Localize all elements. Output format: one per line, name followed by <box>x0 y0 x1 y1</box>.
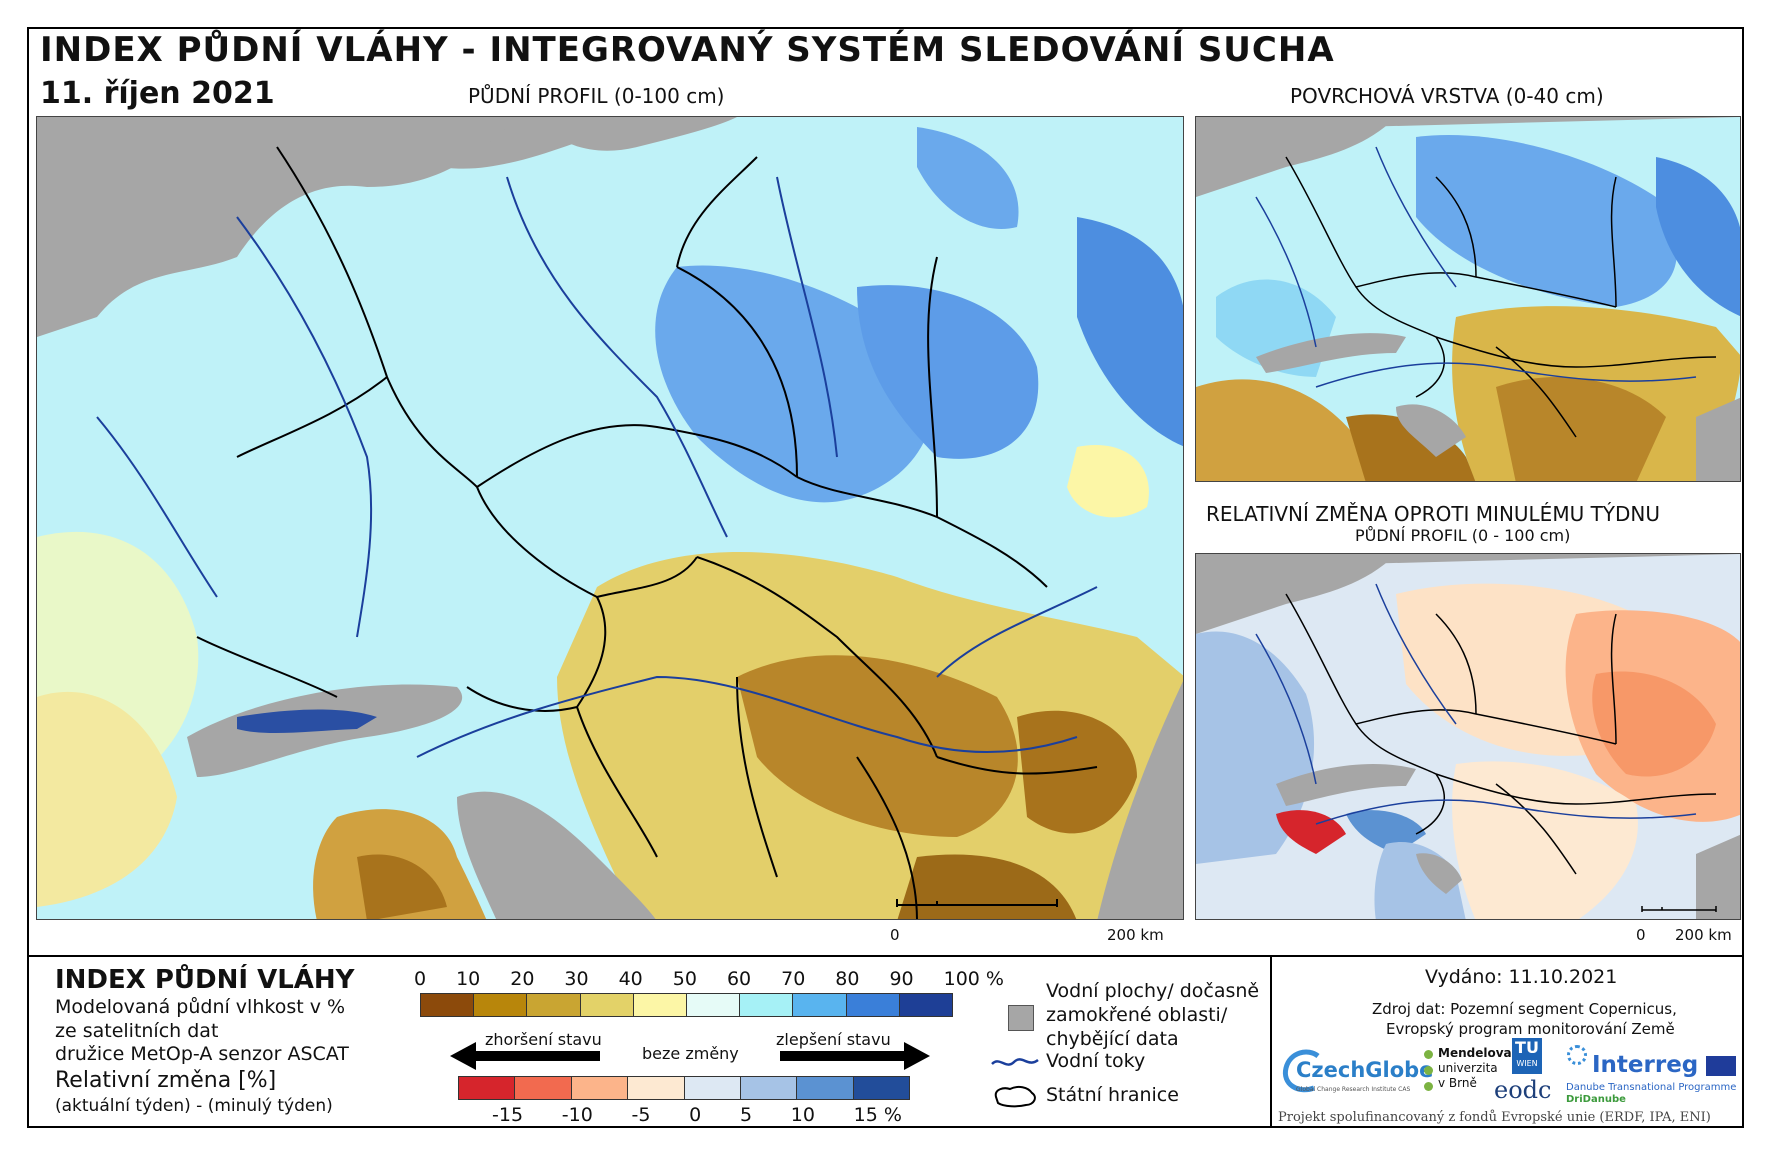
tu-wien-logo: TU WIEN <box>1512 1038 1542 1074</box>
change-tick: 15 % <box>853 1104 902 1126</box>
info-separator <box>1270 955 1272 1128</box>
index-tick: 80 <box>835 968 860 990</box>
mendelu-dot-icon <box>1424 1082 1433 1091</box>
scale-zero-small: 0 <box>1636 926 1646 944</box>
index-color-swatch <box>740 994 794 1016</box>
change-color-swatch <box>797 1077 854 1099</box>
change-color-swatch <box>740 1077 798 1099</box>
change-tick: -15 <box>492 1104 524 1126</box>
legend-index-desc-2: ze satelitních dat <box>55 1020 219 1042</box>
legend-index-desc-1: Modelovaná půdní vlhkost v % <box>55 996 346 1018</box>
arrow-worse-label: zhoršení stavu <box>485 1030 602 1049</box>
index-tick: 0 <box>414 968 427 990</box>
change-tick: -10 <box>561 1104 593 1126</box>
scale-label-small: 200 km <box>1675 926 1732 944</box>
date-label: 11. říjen 2021 <box>40 76 275 111</box>
eu-flag-icon <box>1706 1056 1736 1076</box>
czechglobe-logo: CzechGlobe <box>1296 1058 1434 1082</box>
change-color-swatch <box>571 1077 629 1099</box>
index-tick: 10 <box>456 968 481 990</box>
interreg-emblem-icon <box>1567 1045 1587 1065</box>
tu-wien-logo-1: TU <box>1515 1038 1539 1057</box>
index-color-swatch <box>899 994 953 1016</box>
change-map-title: RELATIVNÍ ZMĚNA OPROTI MINULÉMU TÝDNU <box>1206 502 1661 526</box>
mendelu-dot-icon <box>1424 1050 1433 1059</box>
source-line-2: Evropský program monitorování Země <box>1386 1020 1675 1038</box>
river-line-icon <box>991 1058 1039 1066</box>
change-tick-labels: -15 -10 -5 0 5 10 15 % <box>492 1104 902 1126</box>
change-color-swatch <box>515 1077 572 1099</box>
scale-zero-main: 0 <box>890 926 900 944</box>
index-tick: 70 <box>781 968 806 990</box>
borders-label: Státní hranice <box>1046 1084 1179 1106</box>
legend-index-title: INDEX PŮDNÍ VLÁHY <box>55 965 355 995</box>
index-color-swatch <box>421 994 475 1016</box>
change-tick: 5 <box>739 1104 753 1126</box>
legend-index-desc-3: družice MetOp-A senzor ASCAT <box>55 1043 349 1065</box>
index-color-swatch <box>846 994 900 1016</box>
index-color-swatch <box>474 994 528 1016</box>
worse-arrow-icon <box>450 1042 600 1070</box>
index-color-swatch <box>793 994 847 1016</box>
page-title: INDEX PŮDNÍ VLÁHY - INTEGROVANÝ SYSTÉM S… <box>40 30 1335 70</box>
better-arrow-icon <box>780 1042 930 1070</box>
mendelu-logo-3: v Brně <box>1438 1076 1477 1090</box>
border-outline-icon <box>994 1085 1036 1108</box>
index-color-ramp <box>420 993 953 1017</box>
index-tick: 20 <box>510 968 535 990</box>
index-color-swatch <box>687 994 741 1016</box>
change-color-swatch <box>628 1077 685 1099</box>
relative-change-map <box>1195 553 1741 920</box>
mendelu-logo-2: univerzita <box>1438 1061 1498 1075</box>
index-color-swatch <box>633 994 688 1016</box>
index-tick: 30 <box>564 968 589 990</box>
change-tick: 0 <box>689 1104 702 1126</box>
change-color-ramp <box>458 1076 910 1100</box>
legend-separator <box>27 955 1744 957</box>
surface-map-title: POVRCHOVÁ VRSTVA (0-40 cm) <box>1290 84 1604 108</box>
czechglobe-logo-sub: Global Change Research Institute CAS <box>1296 1086 1411 1093</box>
source-line-1: Zdroj dat: Pozemní segment Copernicus, <box>1372 1000 1677 1018</box>
change-color-swatch <box>459 1077 516 1099</box>
mendelu-logo-1: Mendelova <box>1438 1046 1512 1060</box>
index-tick: 90 <box>889 968 914 990</box>
interreg-logo: Interreg <box>1592 1052 1699 1078</box>
index-tick-labels: 0 10 20 30 40 50 60 70 80 90 100 % <box>414 968 1004 990</box>
index-color-swatch <box>527 994 581 1016</box>
water-label-2: zamokřené oblasti/ <box>1046 1004 1228 1026</box>
change-tick: -5 <box>631 1104 651 1126</box>
interreg-logo-sub-1: Danube Transnational Programme <box>1566 1082 1737 1093</box>
rivers-label: Vodní toky <box>1046 1050 1146 1072</box>
arrow-better-label: zlepšení stavu <box>776 1030 891 1049</box>
index-tick: 40 <box>618 968 643 990</box>
arrow-none-label: beze změny <box>642 1044 739 1063</box>
main-map-title: PŮDNÍ PROFIL (0-100 cm) <box>468 84 725 108</box>
index-color-swatch <box>580 994 634 1016</box>
water-bodies-swatch <box>1008 1005 1034 1031</box>
surface-layer-map <box>1195 116 1741 482</box>
mendelu-dot-icon <box>1424 1066 1433 1075</box>
water-label-3: chybějící data <box>1046 1028 1179 1050</box>
change-tick: 10 <box>790 1104 815 1126</box>
issued-date: Vydáno: 11.10.2021 <box>1425 966 1618 988</box>
eodc-logo: eodc <box>1494 1076 1552 1104</box>
main-soil-moisture-map <box>36 116 1184 920</box>
change-color-swatch <box>853 1077 909 1099</box>
change-map-subtitle: PŮDNÍ PROFIL (0 - 100 cm) <box>1355 526 1571 545</box>
funding-note: Projekt spolufinancovaný z fondů Evropsk… <box>1278 1110 1711 1125</box>
change-arrows <box>450 1042 930 1070</box>
scale-label-main: 200 km <box>1107 926 1164 944</box>
tu-wien-logo-2: WIEN <box>1516 1059 1538 1068</box>
interreg-logo-sub-2: DriDanube <box>1566 1094 1626 1105</box>
legend-change-title: Relativní změna [%] <box>55 1068 277 1093</box>
legend-change-desc: (aktuální týden) - (minulý týden) <box>55 1096 333 1116</box>
czechglobe-logo-icon <box>1282 1049 1320 1093</box>
index-tick: 50 <box>672 968 697 990</box>
index-tick: 60 <box>726 968 752 990</box>
change-color-swatch <box>684 1077 741 1099</box>
water-label-1: Vodní plochy/ dočasně <box>1046 980 1260 1002</box>
index-tick: 100 % <box>943 968 1004 990</box>
